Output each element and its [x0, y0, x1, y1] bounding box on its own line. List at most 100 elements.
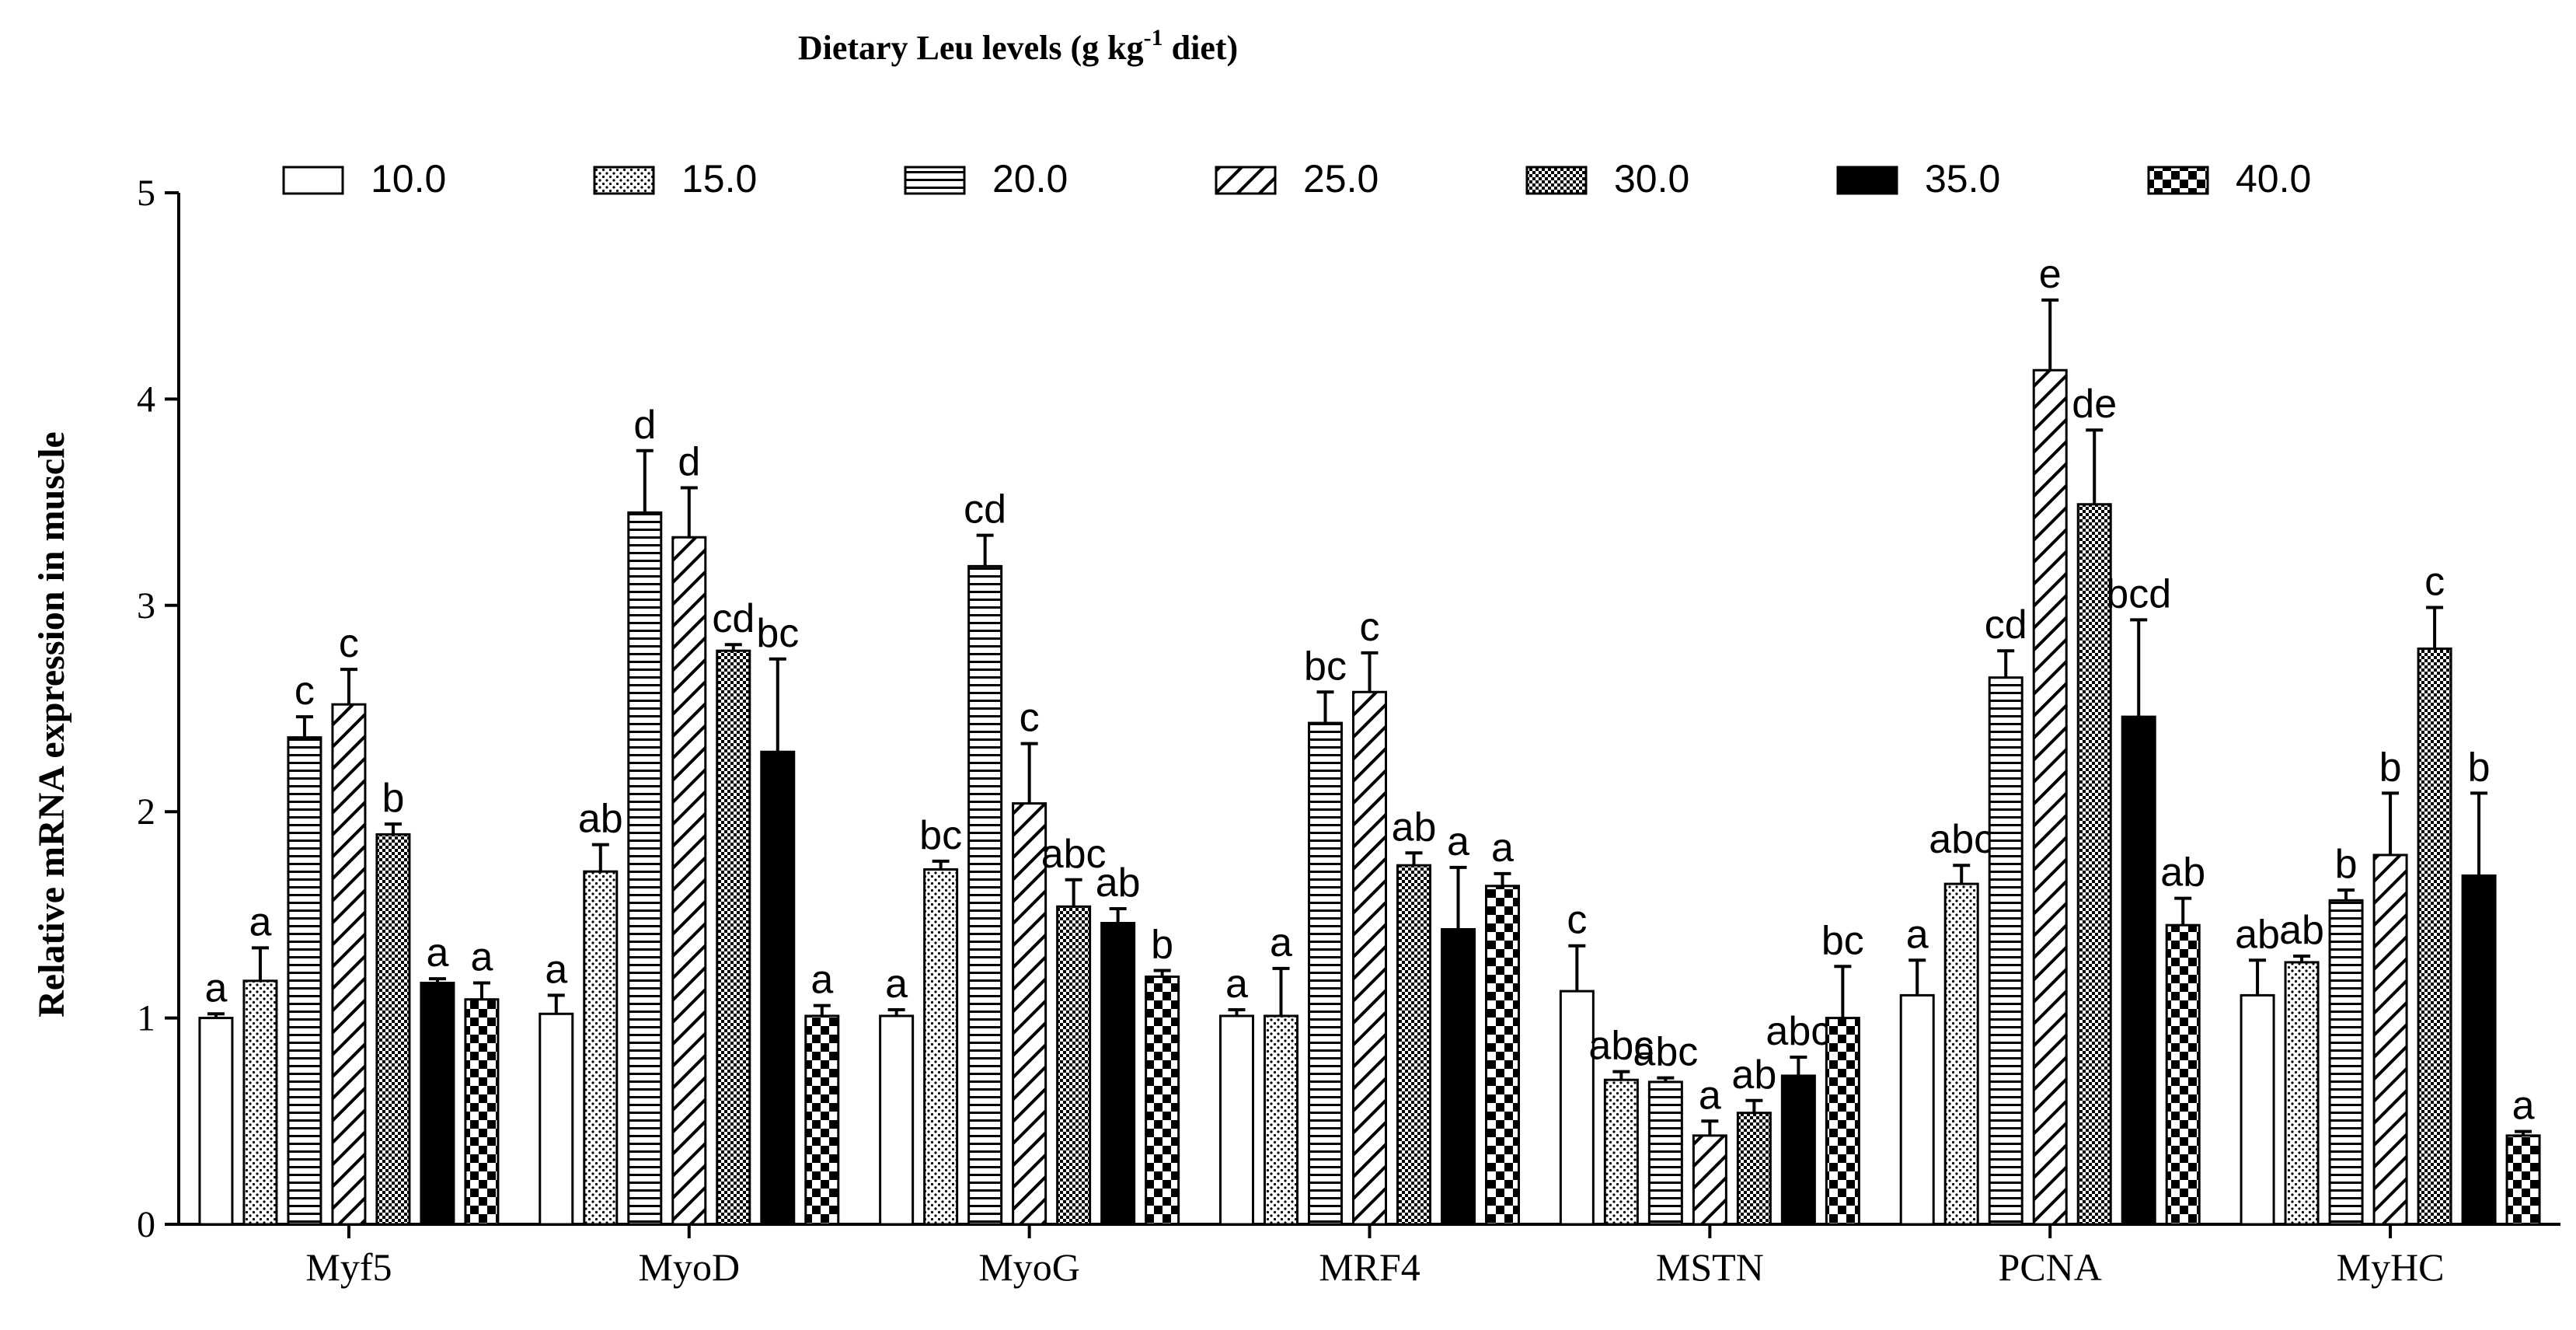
significance-label-mrf4-20.0: bc	[1304, 644, 1347, 689]
bar-myhc-15.0	[2284, 961, 2320, 1226]
bar-mrf4-10.0	[1219, 1014, 1254, 1226]
bar-myod-10.0	[539, 1012, 574, 1226]
x-tick-label-mrf4: MRF4	[1319, 1245, 1420, 1289]
significance-label-mstn-15.0: abc	[1588, 1024, 1654, 1069]
axes: 0 1 2 3 4 5 Myf5 MyoD MyoG MRF4 MSTN PCNA MyHC	[137, 173, 2560, 1289]
bar-mstn-40.0	[1825, 1017, 1860, 1226]
legend-swatch-40.0	[2147, 166, 2209, 195]
bar-myod-40.0	[804, 1014, 840, 1226]
significance-label-myod-15.0: ab	[578, 797, 623, 842]
bar-myhc-20.0	[2328, 899, 2364, 1226]
legend-swatch-30.0	[1525, 166, 1588, 195]
significance-label-mrf4-15.0: a	[1270, 920, 1292, 965]
bar-myhc-40.0	[2505, 1134, 2541, 1226]
significance-label-myod-35.0: bc	[756, 611, 799, 656]
significance-label-myhc-25.0: b	[2379, 745, 2402, 790]
bar-myog-30.0	[1056, 905, 1092, 1226]
significance-label-myog-25.0: c	[1020, 696, 1040, 741]
bar-myog-20.0	[967, 564, 1003, 1226]
bar-myog-35.0	[1100, 922, 1136, 1226]
y-tick-label: 3	[137, 585, 155, 627]
bar-mrf4-30.0	[1396, 864, 1431, 1226]
significance-label-mrf4-30.0: ab	[1392, 805, 1437, 850]
y-tick-label: 0	[137, 1204, 155, 1245]
legend-label-30.0: 30.0	[1614, 157, 1689, 201]
bar-mrf4-40.0	[1485, 885, 1520, 1226]
significance-label-myf5-40.0: a	[470, 934, 493, 979]
significance-label-mstn-40.0: bc	[1821, 918, 1864, 963]
bar-pcna-40.0	[2165, 923, 2201, 1226]
significance-label-pcna-20.0: cd	[1985, 602, 2027, 648]
bar-myhc-10.0	[2240, 993, 2275, 1226]
legend-label-25.0: 25.0	[1303, 157, 1379, 201]
significance-label-mstn-10.0: c	[1567, 898, 1587, 943]
significance-label-myhc-15.0: ab	[2279, 908, 2324, 953]
significance-label-mrf4-25.0: c	[1360, 605, 1380, 650]
x-tick-label-myhc: MyHC	[2337, 1245, 2445, 1289]
significance-label-myf5-30.0: b	[382, 776, 404, 821]
bar-myf5-35.0	[420, 981, 455, 1226]
significance-label-myod-10.0: a	[545, 947, 567, 992]
significance-label-mrf4-35.0: a	[1447, 819, 1469, 864]
bar-myod-15.0	[583, 870, 619, 1226]
significance-label-mrf4-10.0: a	[1225, 962, 1248, 1007]
significance-label-myhc-20.0: b	[2335, 842, 2358, 887]
legend-swatch-15.0	[593, 166, 655, 195]
bar-myod-20.0	[627, 511, 663, 1226]
chart-title: Dietary Leu levels (g kg-1 diet)	[798, 25, 1238, 67]
legend-swatch-35.0	[1836, 166, 1898, 195]
significance-label-pcna-10.0: a	[1906, 912, 1929, 957]
bar-pcna-15.0	[1943, 882, 1979, 1226]
bar-mrf4-20.0	[1308, 721, 1343, 1226]
bar-pcna-35.0	[2121, 715, 2156, 1226]
significance-label-myog-15.0: bc	[919, 813, 962, 858]
y-tick-label: 5	[137, 173, 155, 214]
significance-label-myhc-40.0: a	[2512, 1084, 2535, 1129]
bar-myod-25.0	[671, 536, 707, 1226]
significance-label-myhc-30.0: c	[2424, 559, 2445, 604]
bar-myf5-25.0	[331, 703, 367, 1226]
significance-label-myf5-20.0: c	[295, 668, 315, 714]
bar-mrf4-25.0	[1352, 690, 1387, 1226]
significance-label-mstn-35.0: abc	[1766, 1009, 1831, 1054]
significance-label-myod-40.0: a	[810, 958, 833, 1003]
significance-label-myog-35.0: ab	[1096, 860, 1141, 906]
x-tick-label-myf5: Myf5	[305, 1245, 392, 1289]
x-tick-label-myog: MyoG	[978, 1245, 1080, 1289]
bar-mstn-30.0	[1736, 1112, 1772, 1226]
chart-title-tail: diet)	[1163, 29, 1239, 67]
significance-label-myod-25.0: d	[678, 440, 700, 485]
legend: 10.0 15.0 20.0 25.0 30.0 35.0 40.0	[282, 157, 2311, 201]
bar-myog-40.0	[1145, 976, 1180, 1226]
significance-label-mrf4-40.0: a	[1491, 826, 1514, 871]
significance-label-mstn-20.0: abc	[1633, 1030, 1698, 1075]
bar-myog-10.0	[879, 1014, 915, 1226]
bar-mstn-15.0	[1603, 1078, 1639, 1226]
legend-swatch-10.0	[282, 166, 344, 195]
bar-mrf4-15.0	[1264, 1014, 1298, 1226]
legend-label-35.0: 35.0	[1925, 157, 2000, 201]
significance-label-myog-40.0: b	[1151, 923, 1173, 968]
bar-pcna-10.0	[1899, 993, 1935, 1226]
bar-pcna-20.0	[1988, 676, 2024, 1226]
y-axis-label: Relative mRNA expression in muscle	[31, 431, 72, 1018]
bar-mstn-35.0	[1780, 1074, 1816, 1226]
significance-label-pcna-40.0: ab	[2160, 850, 2205, 895]
x-tick-label-myod: MyoD	[638, 1245, 740, 1289]
bar-myog-15.0	[923, 868, 959, 1226]
significance-label-myog-20.0: cd	[964, 487, 1006, 532]
significance-label-myf5-10.0: a	[204, 965, 227, 1011]
chart-title-superscript: -1	[1144, 25, 1163, 51]
legend-swatch-20.0	[904, 166, 966, 195]
legend-label-10.0: 10.0	[371, 157, 446, 201]
significance-label-mstn-25.0: a	[1699, 1073, 1721, 1118]
significance-label-myhc-35.0: b	[2468, 745, 2491, 790]
significance-label-myf5-15.0: a	[249, 899, 271, 944]
bar-mrf4-35.0	[1441, 927, 1476, 1226]
significance-label-myod-30.0: cd	[712, 596, 755, 641]
y-tick-label: 1	[137, 998, 155, 1039]
legend-label-20.0: 20.0	[992, 157, 1068, 201]
